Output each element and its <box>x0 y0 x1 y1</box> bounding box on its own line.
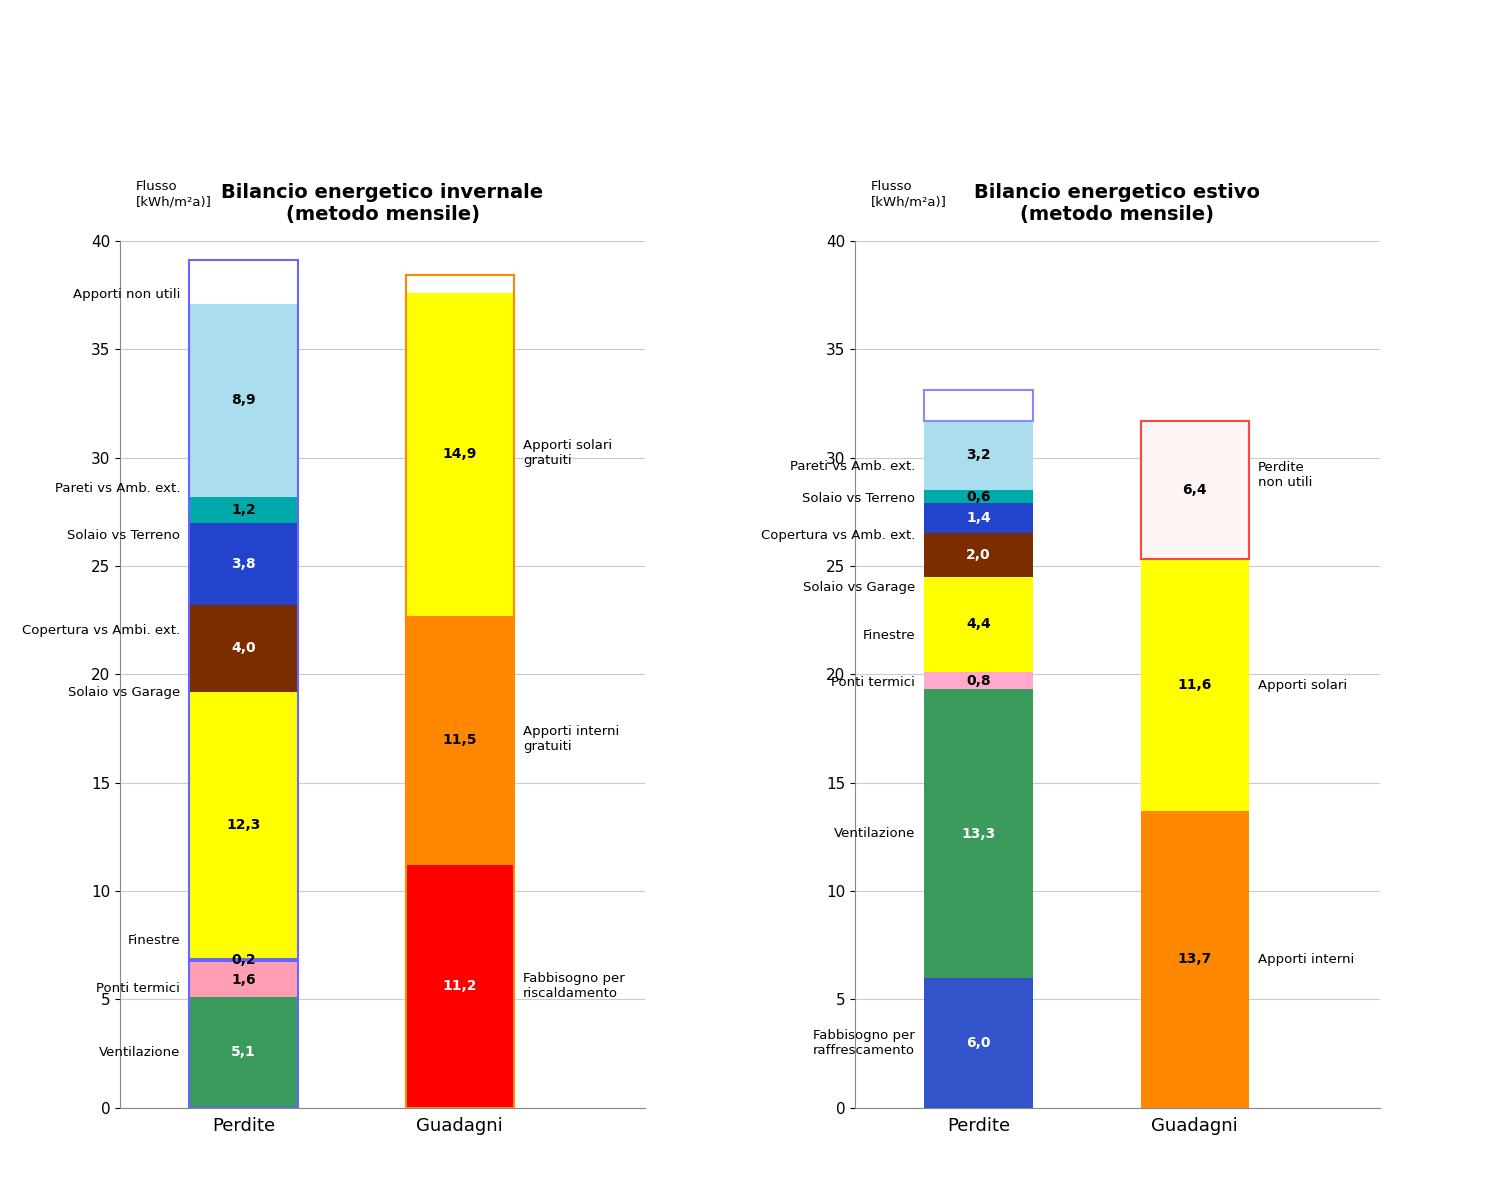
Text: Flusso
[kWh/m²a)]: Flusso [kWh/m²a)] <box>135 181 212 208</box>
Text: Copertura vs Ambi. ext.: Copertura vs Ambi. ext. <box>22 625 180 637</box>
Text: 0,6: 0,6 <box>966 490 992 503</box>
Text: 11,5: 11,5 <box>442 733 477 748</box>
Text: 0,8: 0,8 <box>966 674 992 687</box>
Bar <box>1140 810 1248 1108</box>
Bar <box>189 604 297 691</box>
Text: 1,2: 1,2 <box>231 502 256 517</box>
Text: Ventilazione: Ventilazione <box>99 1046 180 1058</box>
Text: Copertura vs Amb. ext.: Copertura vs Amb. ext. <box>760 529 915 542</box>
Text: 13,7: 13,7 <box>1178 952 1212 967</box>
Text: Apporti non utili: Apporti non utili <box>74 289 180 301</box>
Text: Solaio vs Garage: Solaio vs Garage <box>802 582 915 594</box>
Bar <box>924 503 1032 533</box>
Text: Fabbisogno per
riscaldamento: Fabbisogno per riscaldamento <box>524 973 626 1001</box>
Text: Solaio vs Terreno: Solaio vs Terreno <box>802 492 915 506</box>
Text: Fabbisogno per
raffrescamento: Fabbisogno per raffrescamento <box>813 1028 915 1057</box>
Text: 13,3: 13,3 <box>962 826 996 840</box>
Text: Ponti termici: Ponti termici <box>96 982 180 995</box>
Text: Apporti solari: Apporti solari <box>1258 679 1347 691</box>
Bar <box>189 260 297 1108</box>
Text: 0,2: 0,2 <box>231 954 256 967</box>
Text: Apporti interni: Apporti interni <box>1258 952 1354 966</box>
Text: 6,4: 6,4 <box>1182 483 1208 497</box>
Text: Apporti solari
gratuiti: Apporti solari gratuiti <box>524 439 612 467</box>
Bar <box>189 958 297 962</box>
Bar <box>405 276 513 1108</box>
Text: 4,4: 4,4 <box>966 618 992 631</box>
Text: Ventilazione: Ventilazione <box>834 827 915 840</box>
Bar <box>405 293 513 615</box>
Text: 11,2: 11,2 <box>442 979 477 993</box>
Bar <box>924 390 1032 420</box>
Text: Pareti vs Amb. ext.: Pareti vs Amb. ext. <box>790 460 915 473</box>
Text: 3,2: 3,2 <box>966 448 992 462</box>
Text: Flusso
[kWh/m²a)]: Flusso [kWh/m²a)] <box>870 181 946 208</box>
Text: 5,1: 5,1 <box>231 1045 256 1060</box>
Text: 3,8: 3,8 <box>231 556 256 571</box>
Bar <box>405 615 513 864</box>
Bar <box>189 997 297 1108</box>
Bar <box>189 303 297 496</box>
Text: 2,0: 2,0 <box>966 548 992 562</box>
Bar <box>924 672 1032 690</box>
Text: 6,0: 6,0 <box>966 1035 992 1050</box>
Bar <box>924 577 1032 672</box>
Text: Apporti interni
gratuiti: Apporti interni gratuiti <box>524 725 620 754</box>
Bar <box>189 496 297 523</box>
Text: 1,4: 1,4 <box>966 512 992 525</box>
Text: Ponti termici: Ponti termici <box>831 677 915 690</box>
Text: Finestre: Finestre <box>862 628 915 642</box>
Bar <box>189 962 297 997</box>
Bar <box>405 864 513 1108</box>
Bar <box>1140 420 1248 560</box>
Text: Pareti vs Amb. ext.: Pareti vs Amb. ext. <box>56 483 180 495</box>
Text: 4,0: 4,0 <box>231 642 256 655</box>
Bar <box>924 490 1032 503</box>
Bar <box>924 978 1032 1108</box>
Bar <box>924 420 1032 490</box>
Bar <box>924 690 1032 978</box>
Title: Bilancio energetico invernale
(metodo mensile): Bilancio energetico invernale (metodo me… <box>222 183 543 224</box>
Title: Bilancio energetico estivo
(metodo mensile): Bilancio energetico estivo (metodo mensi… <box>975 183 1260 224</box>
Bar <box>924 533 1032 577</box>
Text: 11,6: 11,6 <box>1178 678 1212 692</box>
Text: 8,9: 8,9 <box>231 393 256 407</box>
Text: Solaio vs Terreno: Solaio vs Terreno <box>68 529 180 542</box>
Bar <box>1140 560 1248 810</box>
Bar <box>189 523 297 604</box>
Text: 14,9: 14,9 <box>442 447 477 461</box>
Text: Perdite
non utili: Perdite non utili <box>1258 461 1312 489</box>
Bar <box>189 691 297 958</box>
Text: 1,6: 1,6 <box>231 973 256 987</box>
Text: Finestre: Finestre <box>128 934 180 948</box>
Text: Solaio vs Garage: Solaio vs Garage <box>68 686 180 700</box>
Text: 12,3: 12,3 <box>226 818 261 832</box>
